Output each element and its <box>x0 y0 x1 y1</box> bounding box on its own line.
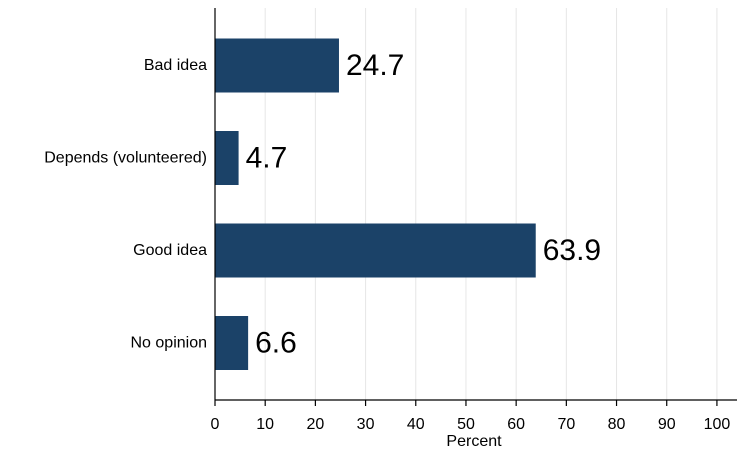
x-tick-label-30: 30 <box>357 416 375 433</box>
category-label-0: Bad idea <box>144 57 207 74</box>
data-label-3: 6.6 <box>255 327 297 360</box>
x-axis-title: Percent <box>446 433 502 450</box>
axes <box>214 8 737 406</box>
x-tick-label-10: 10 <box>256 416 274 433</box>
data-label-1: 4.7 <box>246 142 288 175</box>
category-label-2: Good idea <box>133 242 207 259</box>
bar-3 <box>215 316 249 370</box>
x-tick-label-70: 70 <box>557 416 575 433</box>
category-label-3: No opinion <box>131 335 208 352</box>
x-tick-label-0: 0 <box>211 416 220 433</box>
x-tick-label-60: 60 <box>507 416 525 433</box>
data-label-0: 24.7 <box>346 49 404 82</box>
data-label-2: 63.9 <box>543 234 601 267</box>
bar-2 <box>215 223 536 278</box>
x-tick-label-50: 50 <box>457 416 475 433</box>
bar-0 <box>215 38 339 93</box>
labels: Bad idea 24.7 Depends (volunteered) 4.7 Good… <box>44 49 730 433</box>
x-tick-label-40: 40 <box>407 416 425 433</box>
category-label-1: Depends (volunteered) <box>44 150 207 167</box>
bars <box>215 38 536 370</box>
x-tick-label-90: 90 <box>658 416 676 433</box>
x-tick-label-80: 80 <box>608 416 626 433</box>
x-tick-label-20: 20 <box>306 416 324 433</box>
bar-1 <box>215 131 239 185</box>
x-tick-label-100: 100 <box>704 416 731 433</box>
